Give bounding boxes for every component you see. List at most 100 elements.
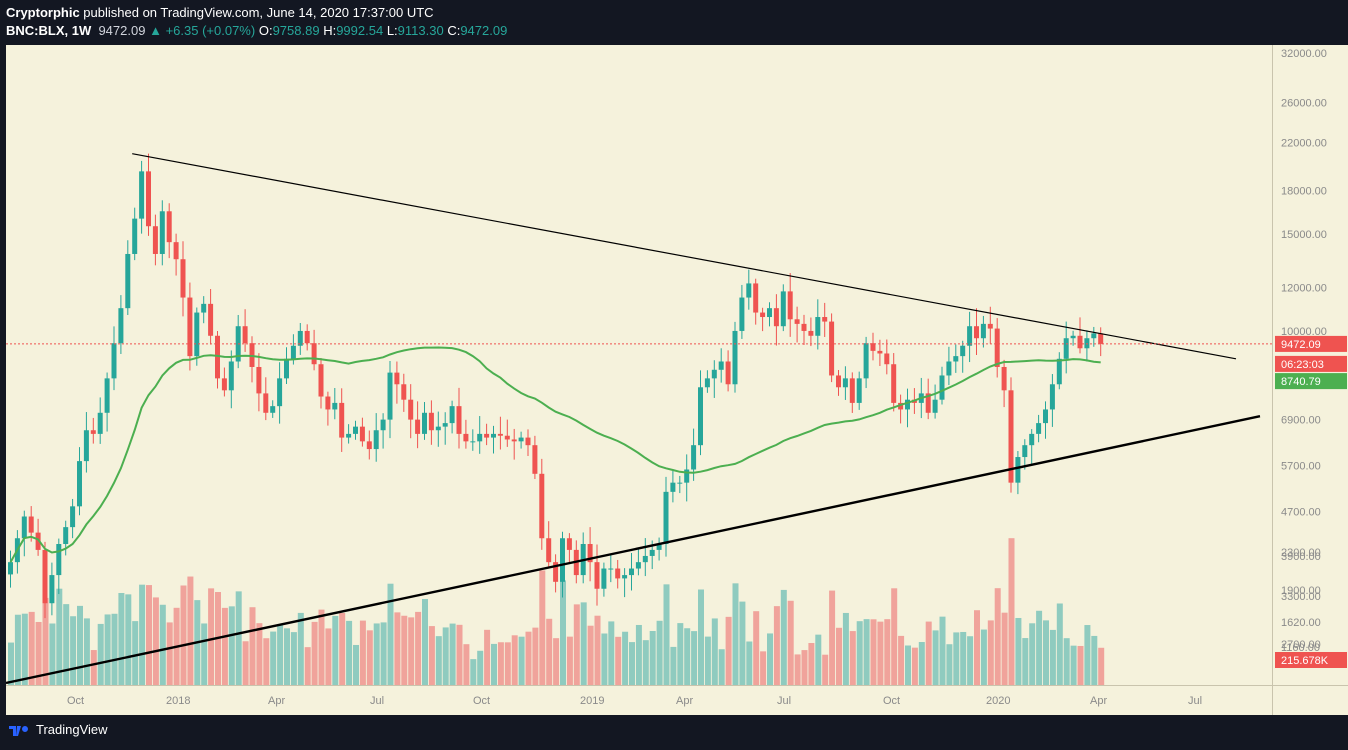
candle-body (408, 399, 414, 420)
time-axis-labels: Oct 2018 Apr Jul Oct 2019 Apr Jul Oct 2020 Apr Jul (67, 695, 1202, 707)
volume-bar (325, 628, 332, 685)
volume-bar (208, 588, 215, 685)
volume-bar (311, 621, 318, 685)
volume-bar (83, 618, 90, 685)
candle-body (753, 283, 759, 313)
volume-bar (1043, 620, 1049, 685)
candle-body (884, 353, 890, 365)
volume-bar (870, 619, 877, 685)
volume-bar (146, 585, 152, 685)
candle-body (1029, 433, 1035, 446)
volume-bar (387, 583, 394, 685)
volume-bar (918, 642, 925, 685)
candle-body (704, 378, 710, 388)
volume-bar (967, 636, 974, 685)
open-label: O: (258, 23, 273, 38)
candle-body (77, 461, 82, 507)
volume-bar (684, 628, 691, 685)
candle-body (794, 319, 800, 324)
volume-bar (49, 623, 56, 685)
candle-body (608, 568, 614, 570)
volume-bar (366, 630, 373, 685)
volume-bar (42, 597, 49, 685)
volume-bar (1098, 647, 1105, 685)
candle-body (1008, 390, 1014, 483)
candle-body (684, 469, 690, 483)
volume-bar (132, 621, 139, 685)
candle-body (698, 387, 703, 446)
volume-bar (677, 623, 684, 685)
candle-body (173, 242, 179, 260)
badge-moving-average-label: 8740.79 (1281, 376, 1321, 388)
candlestick-chart[interactable] (5, 45, 1272, 685)
volume-bar (842, 612, 849, 685)
candle-body (1098, 333, 1104, 344)
candle-body (691, 445, 697, 470)
descending-trendline (132, 153, 1237, 360)
candle-body (808, 330, 814, 336)
volume-bar (594, 615, 601, 685)
volume-bar (849, 631, 856, 685)
candle-body (70, 506, 76, 528)
candle-body (353, 426, 358, 434)
volume-bar (297, 612, 304, 685)
volume-bar (1063, 638, 1070, 685)
candle-body (228, 361, 234, 391)
badge-countdown (1275, 355, 1347, 372)
volume-bar (1029, 623, 1036, 685)
candle-body (118, 308, 124, 344)
candle-body (180, 259, 186, 298)
candle-body (1091, 333, 1097, 339)
volume-bar (63, 604, 70, 685)
chart-pane[interactable] (5, 45, 1272, 685)
volume-bar (780, 589, 787, 685)
volume-bar (987, 620, 994, 685)
time-tick-9: 2020 (986, 695, 1010, 707)
price-axis[interactable]: 32000.00 26000.00 22000.00 18000.00 15000.00… (1272, 45, 1348, 685)
volume-bar (546, 618, 553, 685)
symbol-interval[interactable]: BNC:BLX, 1W (6, 23, 92, 38)
volume-bar (980, 629, 987, 685)
volume-bar (77, 605, 83, 685)
price-tick-5: 12000.00 (1281, 282, 1327, 294)
candle-body (594, 562, 600, 589)
volume-bar (718, 649, 725, 685)
volume-bar (449, 623, 456, 685)
volume-bar (932, 630, 939, 685)
brand-name[interactable]: TradingView (36, 722, 108, 737)
time-axis[interactable]: Oct 2018 Apr Jul Oct 2019 Apr Jul Oct 2020 Apr Jul (6, 685, 1272, 715)
candle-body (635, 562, 641, 569)
candle-body (42, 549, 48, 604)
up-arrow-icon: ▲ (149, 23, 162, 38)
candle-body (277, 378, 283, 407)
volume-bar (332, 615, 339, 685)
volume-bar (946, 644, 953, 685)
candle-body (829, 321, 835, 376)
volume-bar (318, 609, 325, 685)
volume-bar (642, 640, 649, 685)
price-tick-10: 3900.00 (1281, 551, 1321, 563)
volume-bar (380, 622, 387, 685)
candle-body (663, 491, 669, 545)
volume-bar (428, 626, 435, 685)
candle-body (187, 297, 193, 357)
volume-bar (394, 612, 401, 685)
candle-body (339, 402, 345, 438)
volume-bar (497, 642, 504, 685)
volume-bar (1049, 629, 1056, 685)
author-name[interactable]: Cryptorphic (6, 5, 80, 20)
volume-bar (242, 641, 249, 685)
volume-bar (422, 599, 428, 685)
candle-body (718, 361, 724, 370)
candle-body (297, 330, 303, 346)
chart-header: Cryptorphic published on TradingView.com… (6, 4, 507, 40)
candle-body (760, 312, 766, 318)
volume-bar (270, 631, 277, 685)
volume-bar (884, 619, 891, 685)
candle-body (525, 437, 531, 446)
volume-bar (815, 634, 822, 685)
candle-body (152, 226, 158, 254)
time-tick-10: Apr (1090, 695, 1107, 707)
volume-bar (732, 583, 739, 685)
ascending-trendline (5, 415, 1261, 685)
